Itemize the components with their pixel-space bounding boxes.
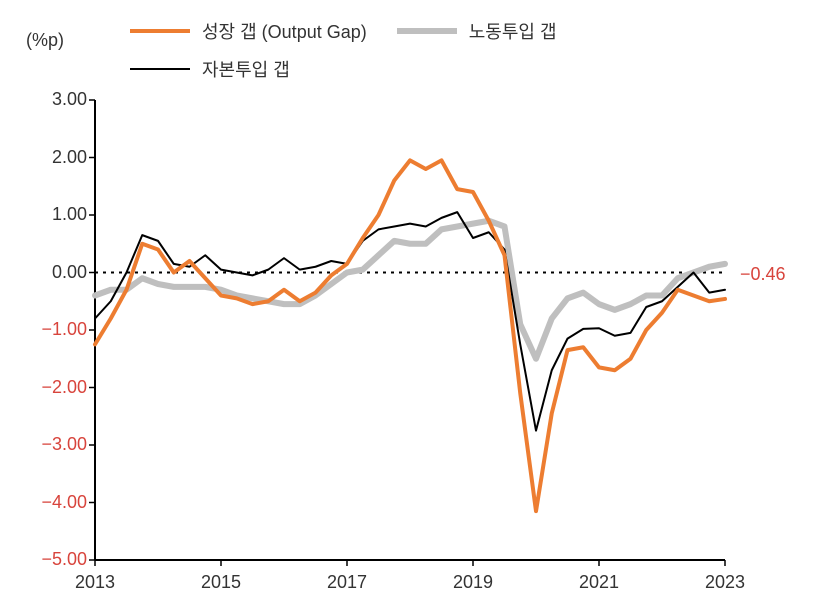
plot-area <box>0 0 825 610</box>
annotation-value: −0.46 <box>740 264 786 285</box>
line-chart: (%p) 성장 갭 (Output Gap) 노동투입 갭 자본투입 갭 3.0… <box>0 0 825 610</box>
